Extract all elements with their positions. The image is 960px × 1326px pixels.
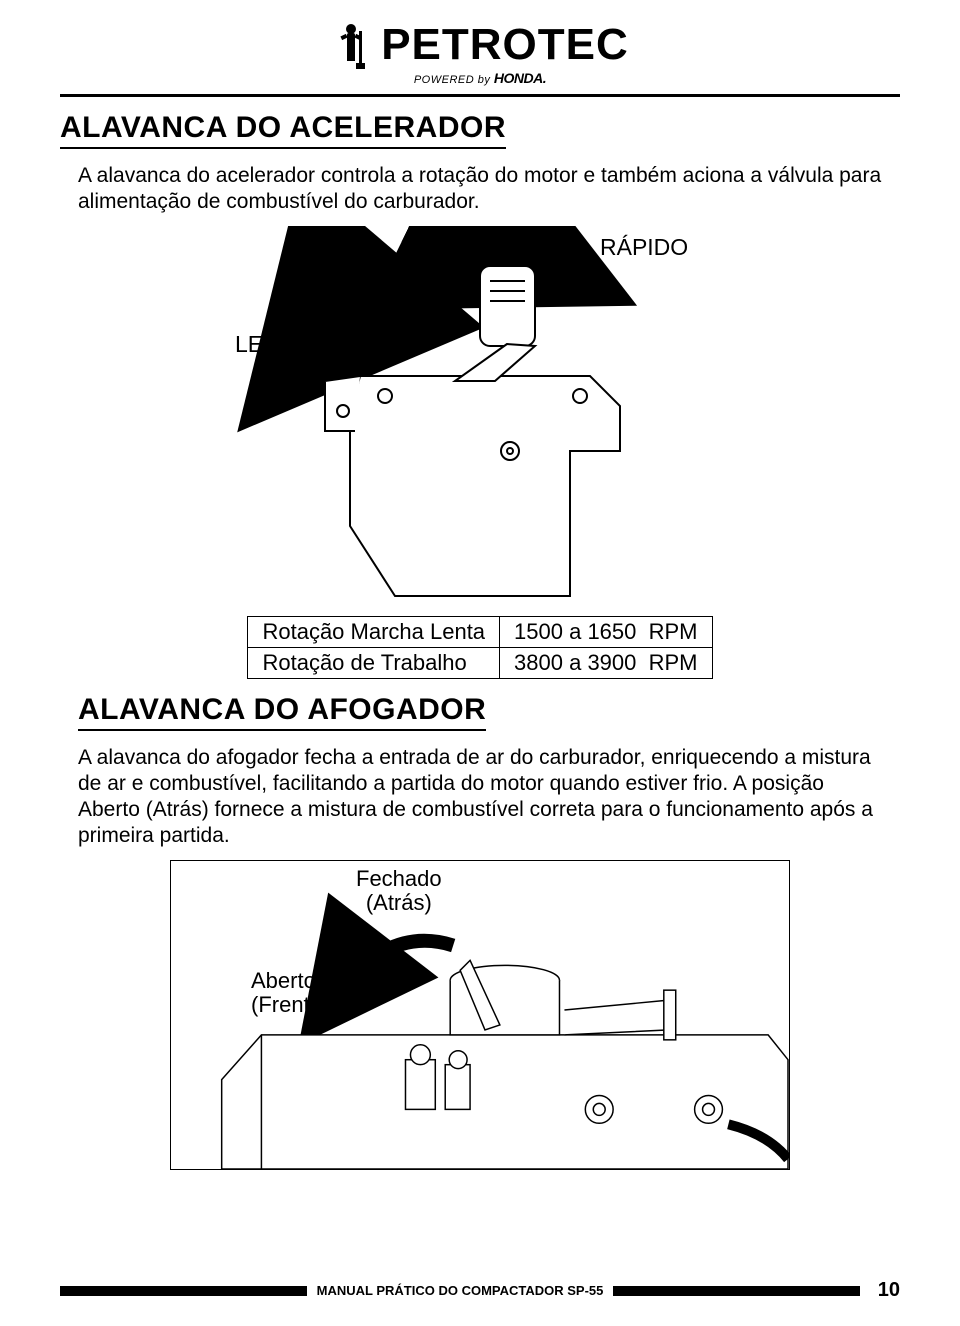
choke-diagram: Fechado (Atrás) Aberto (Frente) (170, 860, 790, 1170)
powered-by-text: POWERED by (414, 74, 491, 86)
label-slow: LENTO (235, 331, 311, 358)
label-open-line1: Aberto (251, 968, 316, 993)
section-choke: ALAVANCA DO AFOGADOR A alavanca do afoga… (60, 693, 900, 1170)
footer-bar-right (613, 1286, 860, 1296)
footer-bar-left (60, 1286, 307, 1296)
footer-text: MANUAL PRÁTICO DO COMPACTADOR SP-55 (317, 1283, 604, 1298)
accelerator-svg (60, 226, 900, 606)
engine-brand: HONDA. (494, 70, 546, 86)
section2-paragraph: A alavanca do afogador fecha a entrada d… (78, 745, 890, 850)
label-closed: Fechado (Atrás) (356, 867, 442, 915)
section1-paragraph: A alavanca do acelerador controla a rota… (78, 163, 890, 216)
brand-logo: PETROTEC (331, 20, 629, 70)
label-open-line2: (Frente) (251, 992, 329, 1017)
page-footer: MANUAL PRÁTICO DO COMPACTADOR SP-55 10 (60, 1279, 900, 1302)
label-closed-line2: (Atrás) (366, 890, 432, 915)
brand-subtitle: POWERED by HONDA. (60, 70, 900, 86)
rpm-table: Rotação Marcha Lenta 1500 a 1650 RPM Rot… (247, 616, 712, 679)
label-closed-line1: Fechado (356, 866, 442, 891)
rpm-unit-2: RPM (649, 650, 698, 675)
label-open: Aberto (Frente) (251, 969, 329, 1017)
section1-title: ALAVANCA DO ACELERADOR (60, 111, 506, 149)
section2-title: ALAVANCA DO AFOGADOR (78, 693, 486, 731)
rpm-label-1: Rotação Marcha Lenta (248, 616, 500, 647)
accelerator-diagram: RÁPIDO LENTO (60, 226, 900, 606)
worker-icon (331, 21, 371, 69)
header-rule (60, 94, 900, 97)
rpm-value-2: 3800 a 3900 (514, 650, 636, 675)
rpm-value-1: 1500 a 1650 (514, 619, 636, 644)
rpm-unit-1: RPM (649, 619, 698, 644)
rpm-label-2: Rotação de Trabalho (248, 647, 500, 678)
label-fast: RÁPIDO (600, 234, 688, 261)
section-accelerator: ALAVANCA DO ACELERADOR A alavanca do ace… (60, 111, 900, 679)
table-row: Rotação de Trabalho 3800 a 3900 RPM (248, 647, 712, 678)
table-row: Rotação Marcha Lenta 1500 a 1650 RPM (248, 616, 712, 647)
brand-name: PETROTEC (381, 20, 629, 70)
header-logo: PETROTEC POWERED by HONDA. (60, 20, 900, 86)
page-number: 10 (870, 1279, 900, 1302)
